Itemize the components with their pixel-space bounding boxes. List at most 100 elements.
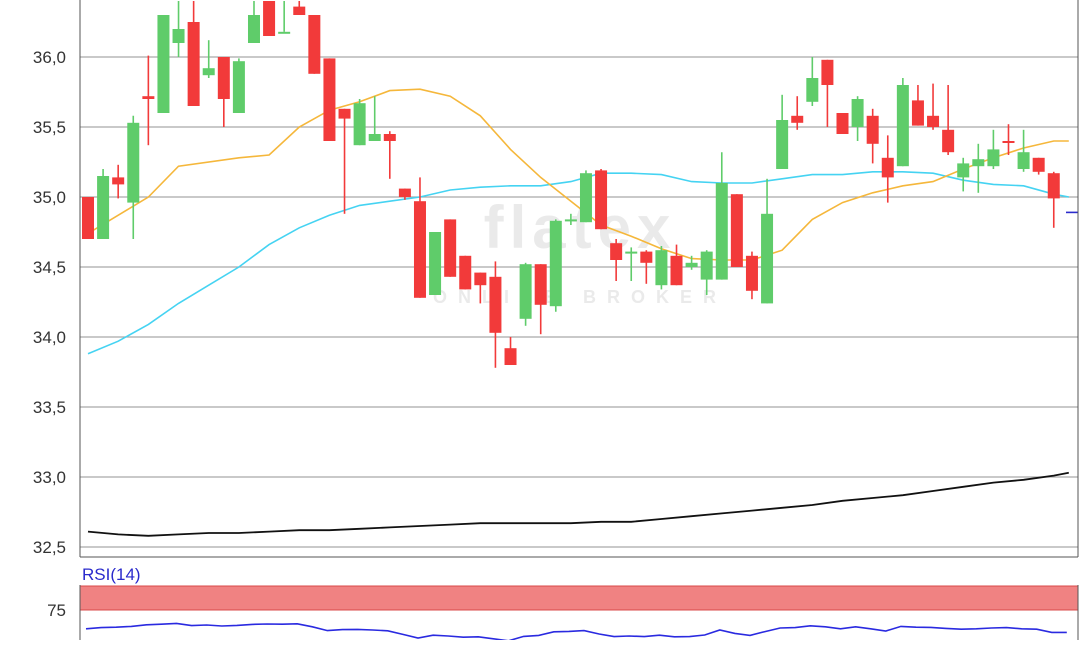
- candle: [217, 57, 230, 127]
- candle: [142, 55, 155, 146]
- candle-body: [97, 176, 110, 239]
- price-axis-labels: 36,0 35,5 35,0 34,5 34,0 33,5 33,0 32,5: [33, 48, 66, 557]
- rsi-overbought-band: [79, 585, 1079, 611]
- candle: [323, 58, 336, 141]
- candle: [1017, 129, 1030, 172]
- candle-body: [806, 78, 819, 102]
- candle: [383, 131, 396, 179]
- candle: [172, 1, 185, 57]
- candle: [459, 255, 472, 290]
- candle-body: [444, 219, 457, 277]
- candle-body: [232, 61, 245, 113]
- candle-body: [564, 219, 577, 222]
- candle: [972, 143, 985, 193]
- candle: [821, 59, 834, 127]
- candle-body: [776, 120, 789, 169]
- candle-body: [957, 163, 970, 178]
- y-tick-label: 36,0: [33, 48, 66, 67]
- candle: [82, 197, 94, 239]
- candle-body: [338, 108, 351, 119]
- candle: [670, 244, 683, 286]
- y-tick-label: 35,5: [33, 118, 66, 137]
- candle: [127, 115, 140, 239]
- candle: [1002, 124, 1015, 155]
- candle-body: [670, 255, 683, 286]
- candle-body: [791, 115, 804, 123]
- candle: [474, 272, 487, 304]
- candle-body: [308, 15, 321, 74]
- candle-body: [640, 251, 653, 263]
- candle-body: [429, 232, 442, 295]
- candle-body: [685, 262, 698, 267]
- y-tick-label: 35,0: [33, 188, 66, 207]
- candle-body: [549, 220, 562, 307]
- candle: [700, 250, 713, 295]
- candle: [519, 262, 532, 326]
- candle-body: [700, 251, 713, 280]
- candle-body: [911, 100, 924, 126]
- candle-body: [579, 173, 592, 223]
- candle: [640, 250, 653, 284]
- candle: [489, 261, 502, 368]
- candle-body: [730, 194, 743, 267]
- candle-body: [927, 115, 940, 127]
- candle-body: [398, 188, 411, 197]
- y-tick-label: 33,0: [33, 468, 66, 487]
- candle: [851, 96, 864, 141]
- candle-body: [715, 183, 728, 280]
- candle: [202, 40, 215, 78]
- candle: [730, 194, 743, 267]
- candle: [881, 135, 894, 203]
- candle-body: [172, 29, 185, 43]
- candle: [549, 219, 562, 312]
- candle-body: [247, 15, 260, 43]
- candle: [338, 108, 351, 214]
- candle-body: [625, 251, 638, 254]
- candle: [187, 1, 200, 106]
- candle: [263, 1, 276, 36]
- candle: [1032, 157, 1045, 175]
- candle: [157, 15, 170, 113]
- candle: [791, 96, 804, 130]
- candle: [444, 219, 457, 277]
- candle-body: [217, 57, 230, 99]
- candle: [942, 85, 955, 155]
- candle: [836, 113, 849, 134]
- candle-body: [610, 243, 623, 260]
- candle-body: [383, 134, 396, 141]
- y-tick-label: 34,0: [33, 328, 66, 347]
- candle-body: [278, 31, 291, 34]
- candle-body: [987, 149, 1000, 167]
- candle: [866, 108, 879, 164]
- candle: [655, 246, 668, 290]
- candle-body: [1032, 157, 1045, 172]
- candle: [806, 57, 819, 106]
- candle-body: [353, 103, 366, 146]
- candle-body: [142, 96, 155, 99]
- candle: [896, 78, 909, 167]
- candle: [413, 177, 426, 298]
- candle-body: [504, 348, 517, 365]
- candle: [97, 169, 110, 239]
- candle-body: [761, 213, 774, 304]
- candle: [715, 152, 728, 280]
- candle: [308, 15, 321, 74]
- candle-body: [519, 264, 532, 319]
- candle-body: [323, 58, 336, 141]
- candle: [564, 213, 577, 225]
- candle-body: [972, 159, 985, 167]
- y-tick-label: 32,5: [33, 538, 66, 557]
- candle-body: [459, 255, 472, 290]
- candle-body: [474, 272, 487, 286]
- candle: [776, 94, 789, 169]
- ma-slow-line: [87, 471, 1069, 537]
- candle: [232, 58, 245, 113]
- candle-body: [534, 264, 547, 305]
- candle-body: [836, 113, 849, 134]
- candle: [1047, 171, 1060, 228]
- candle: [745, 251, 758, 300]
- candle: [247, 1, 260, 43]
- watermark-tagline: ONLINE BROKER: [433, 287, 727, 307]
